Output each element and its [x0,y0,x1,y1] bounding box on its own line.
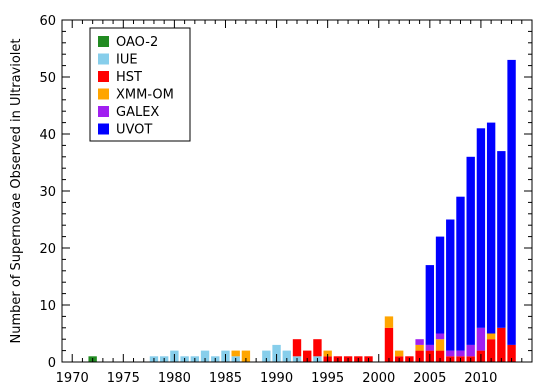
legend-swatch-hst [98,71,109,82]
y-tick-label: 20 [39,242,56,257]
bar-xmm-om-1995 [323,350,332,357]
legend-swatch-oao-2 [98,36,109,47]
y-tick-label: 10 [39,299,56,314]
x-tick-label: 1970 [56,371,89,386]
y-tick-label: 0 [48,356,56,371]
bar-hst-2001 [384,327,394,362]
bar-uvot-2013 [507,59,516,345]
legend-label-xmm-om: XMM-OM [116,88,174,103]
x-tick-label: 1990 [260,371,293,386]
bar-uvot-2011 [486,122,496,334]
bar-galex-2007 [446,350,455,357]
bar-xmm-om-2002 [394,350,404,357]
bar-galex-2010 [476,327,486,351]
bar-galex-2004 [415,339,424,345]
bar-uvot-2010 [476,128,486,328]
legend-label-hst: HST [116,70,142,85]
bar-xmm-om-2011 [486,333,496,340]
legend-label-uvot: UVOT [116,123,152,138]
legend-label-oao-2: OAO-2 [116,35,158,50]
y-tick-label: 50 [39,71,56,86]
bar-hst-2011 [486,339,496,362]
bar-uvot-2008 [456,196,465,351]
legend-label-galex: GALEX [116,105,159,120]
bar-xmm-om-2006 [435,339,445,351]
x-tick-label: 1980 [158,371,191,386]
bar-galex-2008 [456,350,465,357]
bar-uvot-2006 [435,236,445,334]
y-tick-label: 30 [39,185,56,200]
x-tick-label: 1995 [311,371,344,386]
bar-uvot-2012 [497,151,506,328]
x-tick-label: 1985 [209,371,242,386]
bar-xmm-om-2004 [415,344,424,351]
bar-xmm-om-1986 [231,350,240,357]
legend-swatch-iue [98,53,109,65]
x-tick-label: 1975 [107,371,140,386]
bar-iue-1991 [282,350,291,362]
bar-galex-2006 [435,333,445,340]
y-axis-title: Number of Supernovae Observed in Ultravi… [9,38,24,343]
bar-hst-2013 [507,344,516,362]
bar-xmm-om-2001 [384,316,394,328]
legend-swatch-galex [98,106,109,117]
legend: OAO-2 IUE HST XMM-OM GALEX UVOT [89,27,191,142]
bar-uvot-2007 [446,219,455,351]
bar-uvot-2005 [425,265,435,345]
bar-hst-1994 [313,339,322,357]
x-tick-label: 2005 [413,371,446,386]
bar-hst-1992 [292,339,302,357]
axes-group: 1970 1975 1980 1985 1990 1995 2000 2005 2010 0 10 2… [39,14,533,386]
bar-galex-2009 [466,344,475,357]
bar-hst-2004 [415,350,424,362]
bar-hst-2012 [497,327,506,362]
bar-uvot-2009 [466,156,475,345]
legend-swatch-uvot [98,123,109,135]
bar-hst-2006 [435,350,445,362]
x-tick-label: 2000 [362,371,395,386]
bar-xmm-om-1987 [241,350,251,362]
bar-galex-2005 [425,344,435,351]
legend-swatch-xmm-om [98,88,109,100]
bar-iue-1989 [262,350,271,362]
y-tick-label: 40 [39,128,56,143]
bar-hst-1993 [303,350,312,362]
x-tick-label: 2010 [464,371,497,386]
bar-iue-1983 [200,350,210,362]
legend-label-iue: IUE [116,53,138,68]
bar-iue-1990 [272,344,281,362]
y-tick-label: 60 [39,14,56,29]
